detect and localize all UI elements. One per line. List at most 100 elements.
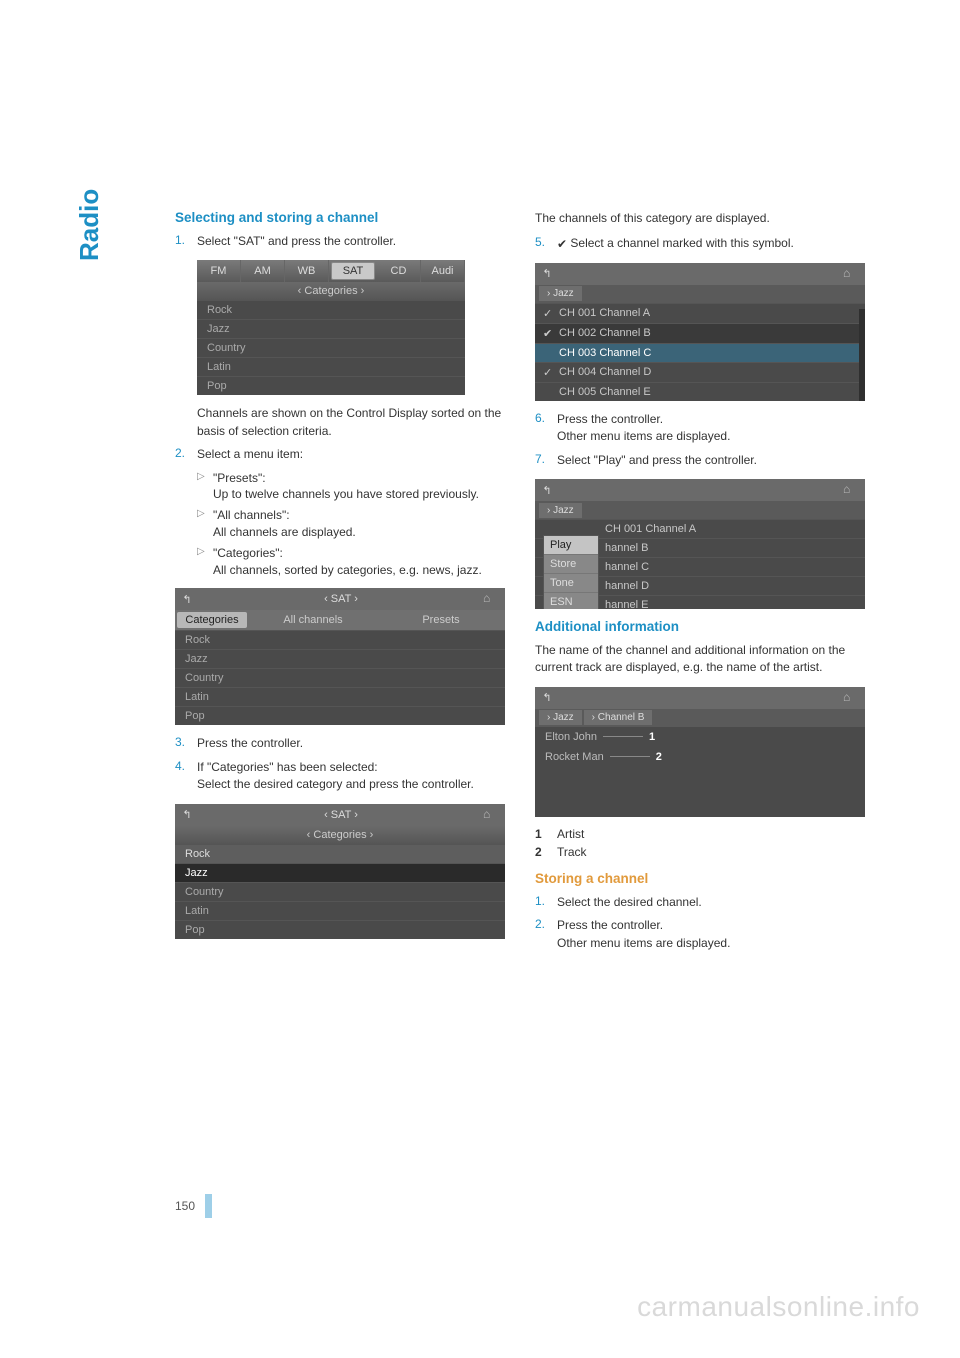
step-num: 4. [175,759,197,794]
topbar: ↰ ‹ SAT › ⌂ [175,588,505,610]
step-5: 5. ✔ Select a channel marked with this s… [535,235,865,253]
screen-sat-tabs: FM AM WB SAT CD Audi ‹ Categories › Rock… [197,260,465,395]
menu-store: Store [544,555,598,574]
step-text: Press the controller. [557,917,865,934]
store-step-1: 1. Select the desired channel. [535,894,865,911]
screen-play-popup: ↰ ⌂ › Jazz CH 001 Channel A hannel B han… [535,479,865,609]
row-latin: Latin [197,357,465,376]
triangle-icon: ▷ [197,470,213,504]
row-rock: Rock [175,630,505,649]
tab-categories: Categories [177,612,247,628]
screen-track-info: ↰ ⌂ › Jazz › Channel B Elton John1 Rocke… [535,687,865,817]
step-text: Select the desired channel. [557,894,865,911]
step-text: Select "SAT" and press the controller. [197,233,505,250]
home-icon: ⌂ [843,266,859,282]
sub-presets: ▷ "Presets": Up to twelve channels you h… [197,470,505,504]
heading-selecting: Selecting and storing a channel [175,210,505,225]
row-pop: Pop [175,706,505,725]
channel-row: ✓CH 004 Channel D [535,362,865,382]
row-latin: Latin [175,687,505,706]
heading-additional: Additional information [535,619,865,634]
step-num: 2. [535,917,557,952]
row-pop: Pop [175,920,505,939]
step-num: 1. [535,894,557,911]
top-title: ‹ SAT › [199,593,483,605]
step-7: 7. Select "Play" and press the controlle… [535,452,865,469]
store-step-2: 2. Press the controller. Other menu item… [535,917,865,952]
heading-storing: Storing a channel [535,871,865,886]
check-icon: ✓ [543,366,559,379]
row-pop: Pop [197,376,465,395]
home-icon: ⌂ [843,482,859,498]
check-icon: ✓ [543,307,559,320]
tab-presets: Presets [377,610,505,630]
subbar-categories: ‹ Categories › [197,282,465,300]
caption-1: Channels are shown on the Control Displa… [197,405,505,440]
screen-channel-list: ↰ ⌂ › Jazz ✓CH 001 Channel A ✔CH 002 Cha… [535,263,865,401]
step-text: Press the controller. [557,411,865,428]
step-num: 6. [535,411,557,446]
page-number: 150 [175,1194,212,1218]
step-4: 4. If "Categories" has been selected: Se… [175,759,505,794]
left-column: Selecting and storing a channel 1. Selec… [175,210,505,958]
tab-fm: FM [197,260,241,282]
breadcrumb: › Jazz [535,285,865,303]
back-icon: ↰ [535,263,559,285]
tab-wb: WB [285,260,329,282]
home-icon: ⌂ [483,807,499,823]
breadcrumb: › Jazz [535,501,865,519]
back-icon: ↰ [535,687,559,709]
page-content: Selecting and storing a channel 1. Selec… [100,210,860,958]
step-num: 2. [175,446,197,463]
artist-line: Elton John1 [535,727,865,747]
step-text2: Other menu items are displayed. [557,935,865,952]
channel-row: CH 005 Channel E [535,382,865,401]
top-title: ‹ SAT › [199,809,483,821]
step-num: 1. [175,233,197,250]
row-jazz: Jazz [197,319,465,338]
channel-row: ✓CH 001 Channel A [535,303,865,323]
tab-allchannels: All channels [249,610,377,630]
breadcrumb: › Jazz › Channel B [535,709,865,727]
screen-category-select: ↰ ‹ SAT › ⌂ ‹ Categories › Rock Jazz Cou… [175,804,505,939]
tab-cd: CD [377,260,421,282]
home-icon: ⌂ [843,690,859,706]
track-line: Rocket Man2 [535,747,865,767]
tab-bar: FM AM WB SAT CD Audi [197,260,465,282]
step-num: 7. [535,452,557,469]
step-text: If "Categories" has been selected: [197,759,505,776]
sub-title: "Categories": [213,545,505,562]
scrollbar [859,309,865,401]
step-num: 5. [535,235,557,253]
sub-title: "Presets": [213,470,505,487]
home-icon: ⌂ [483,591,499,607]
legend-track: 2Track [535,845,865,859]
menu-play: Play [544,536,598,555]
subbar: ‹ Categories › [175,826,505,844]
sub-body: Up to twelve channels you have stored pr… [213,486,505,503]
row-jazz-selected: Jazz [175,863,505,882]
step-text2: Other menu items are displayed. [557,428,865,445]
row-country: Country [175,668,505,687]
step-text: Press the controller. [197,735,505,752]
lead-text: The channels of this category are displa… [535,210,865,227]
tab-bar: Categories All channels Presets [175,610,505,630]
step-3: 3. Press the controller. [175,735,505,752]
sub-body: All channels are displayed. [213,524,505,541]
step-text: ✔ Select a channel marked with this symb… [557,235,865,253]
triangle-icon: ▷ [197,545,213,579]
tab-am: AM [241,260,285,282]
step-2: 2. Select a menu item: [175,446,505,463]
sub-categories: ▷ "Categories": All channels, sorted by … [197,545,505,579]
row-rock: Rock [197,300,465,319]
step-1: 1. Select "SAT" and press the controller… [175,233,505,250]
back-icon: ↰ [535,479,559,501]
tab-sat: SAT [331,262,375,280]
row-jazz: Jazz [175,649,505,668]
context-menu: Play Store Tone ESN [543,535,599,609]
step-text: Select a menu item: [197,446,505,463]
channel-row: ✔CH 002 Channel B [535,323,865,343]
step-num: 3. [175,735,197,752]
triangle-icon: ▷ [197,507,213,541]
step-6: 6. Press the controller. Other menu item… [535,411,865,446]
